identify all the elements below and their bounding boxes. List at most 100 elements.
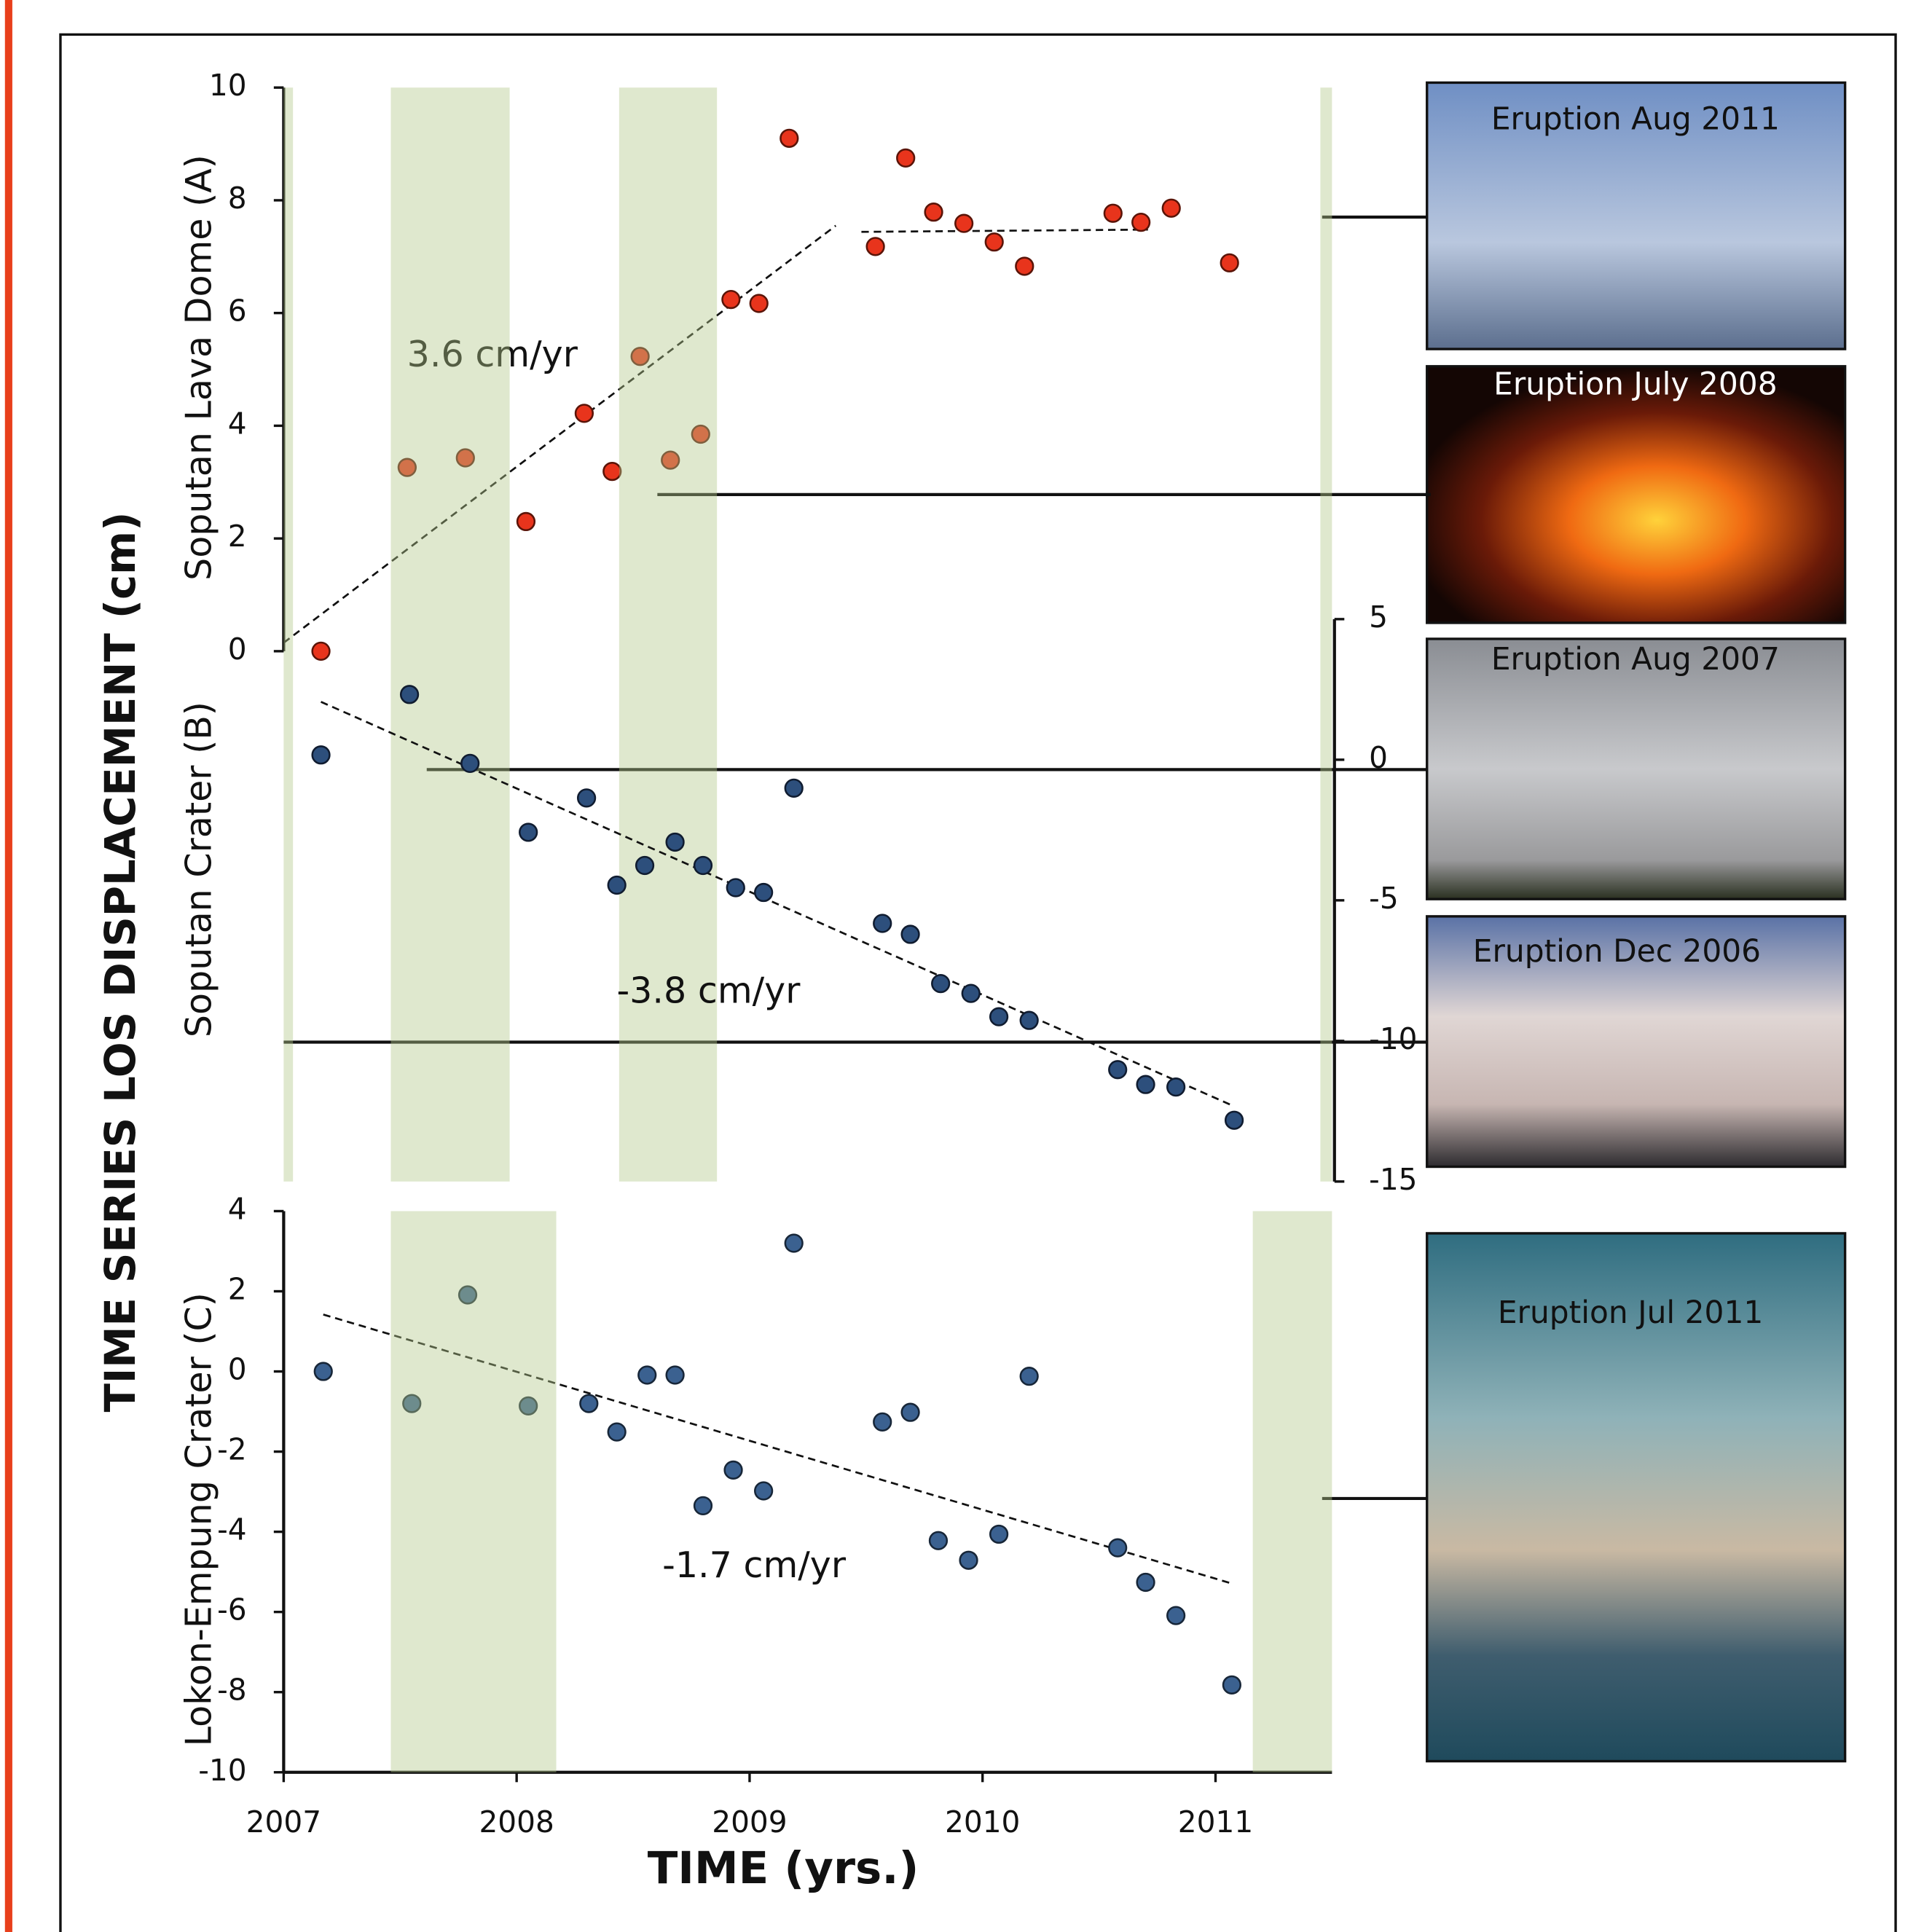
y-tick-label: 10 — [209, 68, 247, 103]
photo-caption: Eruption Aug 2007 — [1491, 641, 1780, 677]
photo-caption: Eruption Dec 2006 — [1473, 933, 1761, 969]
y-tick-label: 0 — [228, 1352, 247, 1387]
data-point — [755, 884, 772, 901]
figure: Eruption Aug 2011 Eruption July 2008 Eru… — [0, 0, 1924, 1932]
data-point — [576, 405, 593, 423]
photo-caption: Eruption Aug 2011 — [1491, 101, 1780, 136]
data-point — [873, 1413, 891, 1431]
y-tick-label: 0 — [1369, 740, 1388, 775]
y-tick-label: 2 — [228, 519, 247, 554]
data-point — [902, 926, 919, 943]
y-tick-label: 0 — [228, 632, 247, 667]
trend-line — [861, 229, 1147, 232]
data-point — [517, 513, 535, 530]
data-point — [608, 1424, 626, 1441]
photo — [1427, 639, 1845, 899]
data-point — [750, 295, 768, 313]
data-point — [1104, 205, 1122, 222]
data-point — [925, 203, 943, 221]
x-tick-label: 2007 — [246, 1805, 321, 1839]
data-point — [780, 130, 798, 147]
data-point — [723, 291, 740, 308]
data-point — [1109, 1539, 1126, 1557]
data-point — [1221, 254, 1238, 272]
data-point — [990, 1525, 1008, 1543]
x-tick-label: 2008 — [479, 1805, 554, 1839]
data-point — [315, 1363, 332, 1381]
trend-rate: -3.8 cm/yr — [616, 969, 801, 1011]
data-point — [1137, 1076, 1155, 1093]
y-tick-label: -15 — [1369, 1162, 1417, 1197]
data-point — [638, 1367, 656, 1384]
data-point — [986, 233, 1003, 251]
data-point — [902, 1404, 919, 1421]
data-point — [1163, 200, 1180, 217]
y-tick-label: 5 — [1369, 600, 1388, 635]
y-tick-label: 8 — [228, 181, 247, 216]
data-point — [580, 1395, 597, 1413]
data-point — [1137, 1574, 1155, 1591]
page: {"chart_data": [ {"type": "scatter", "yl… — [0, 0, 1924, 1932]
y-tick-label: -4 — [217, 1512, 247, 1547]
y-tick-label: 4 — [228, 406, 247, 441]
data-point — [1016, 258, 1033, 275]
data-point — [578, 789, 595, 806]
data-point — [636, 857, 653, 874]
data-point — [960, 1552, 978, 1569]
data-point — [1132, 213, 1150, 231]
y-tick-label: 6 — [228, 294, 247, 329]
y-tick-label: -10 — [198, 1753, 246, 1788]
trend-rate: -1.7 cm/yr — [662, 1544, 847, 1586]
panel-label: Soputan Lava Dome (A) — [177, 154, 219, 581]
y-tick-label: 4 — [228, 1191, 247, 1226]
photo-caption: Eruption Jul 2011 — [1498, 1295, 1764, 1330]
y-tick-label: -8 — [217, 1673, 247, 1708]
data-point — [930, 1532, 947, 1550]
eruption-period — [390, 1211, 556, 1772]
data-point — [313, 643, 330, 660]
data-point — [694, 857, 712, 874]
data-point — [608, 876, 626, 894]
panel-label: Lokon-Empung Crater (C) — [177, 1292, 219, 1746]
data-point — [1167, 1078, 1185, 1096]
data-point — [1223, 1676, 1241, 1694]
data-point — [727, 879, 745, 897]
y-tick-label: -5 — [1369, 881, 1399, 916]
y-tick-label: 2 — [228, 1272, 247, 1307]
eruption-period — [390, 87, 509, 1182]
y-tick-label: -10 — [1369, 1021, 1417, 1056]
data-point — [313, 746, 330, 763]
x-axis-title: TIME (yrs.) — [648, 1842, 919, 1894]
data-point — [725, 1461, 742, 1479]
data-point — [962, 985, 980, 1002]
data-point — [519, 824, 537, 841]
eruption-period — [1320, 87, 1332, 1182]
y-tick-label: -6 — [217, 1593, 247, 1627]
eruption-period — [283, 87, 293, 1182]
data-point — [667, 1367, 684, 1384]
photos: Eruption Aug 2011 Eruption July 2008 Eru… — [1427, 82, 1845, 1761]
data-point — [603, 463, 621, 480]
data-point — [990, 1008, 1008, 1026]
data-point — [1021, 1012, 1038, 1029]
x-tick-label: 2010 — [945, 1805, 1020, 1839]
x-tick-label: 2009 — [712, 1805, 787, 1839]
panel-label: Soputan Crater (B) — [177, 702, 219, 1037]
data-point — [867, 238, 884, 256]
data-point — [932, 975, 949, 992]
eruption-period — [1253, 1211, 1332, 1772]
data-point — [897, 149, 914, 167]
data-point — [694, 1497, 712, 1515]
photo — [1427, 366, 1845, 623]
data-point — [785, 780, 803, 797]
data-point — [1021, 1367, 1038, 1385]
photo-caption: Eruption July 2008 — [1493, 366, 1778, 401]
y-tick-label: -2 — [217, 1432, 247, 1467]
eruption-period — [619, 87, 717, 1182]
data-point — [785, 1235, 803, 1252]
data-point — [1167, 1607, 1185, 1625]
data-point — [461, 755, 479, 772]
data-point — [755, 1483, 772, 1500]
data-point — [1109, 1061, 1126, 1078]
data-point — [1225, 1112, 1243, 1129]
